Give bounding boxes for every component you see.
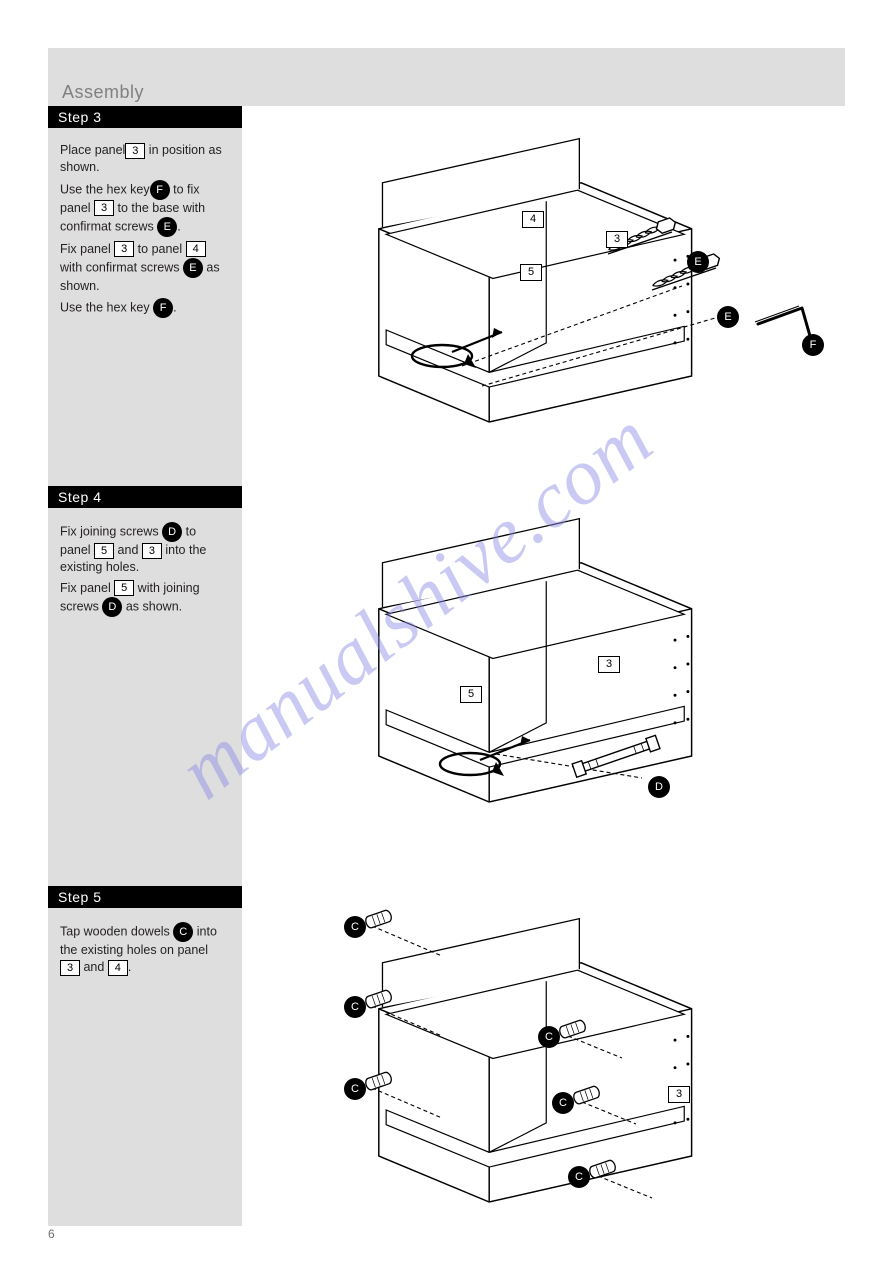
callout-circle: F	[153, 298, 173, 318]
callout-circle: E	[157, 217, 177, 237]
header-bar: Assembly	[48, 48, 845, 106]
step-sidebar: Step 3Place panel3 in position as shown.…	[48, 106, 242, 486]
callout-square: 4	[108, 960, 128, 976]
callout-square: 3	[60, 960, 80, 976]
step-title: Step 3	[48, 106, 242, 128]
diagram-callout-square: 4	[522, 211, 544, 228]
callout-square: 3	[125, 143, 145, 159]
diagram-callout-circle: C	[538, 1026, 560, 1048]
callout-square: 3	[142, 543, 162, 559]
step-sidebar: Step 5Tap wooden dowels C into the exist…	[48, 886, 242, 1226]
diagram-callout-square: 5	[460, 686, 482, 703]
step-row: Step 4Fix joining screws D to panel 5 an…	[48, 486, 845, 886]
callout-circle: D	[102, 597, 122, 617]
callout-circle: E	[183, 258, 203, 278]
diagram-callout-circle: C	[344, 916, 366, 938]
diagram-callout-circle: C	[344, 996, 366, 1018]
callout-square: 3	[114, 241, 134, 257]
diagram-callout-circle: E	[717, 306, 739, 328]
callout-square: 5	[94, 543, 114, 559]
diagram-callout-circle: E	[687, 251, 709, 273]
callout-square: 3	[94, 200, 114, 216]
diagram-callout-square: 3	[668, 1086, 690, 1103]
callout-circle: D	[162, 522, 182, 542]
step-sidebar: Step 4Fix joining screws D to panel 5 an…	[48, 486, 242, 886]
callout-square: 4	[186, 241, 206, 257]
diagram-callout-circle: D	[648, 776, 670, 798]
diagram-callout-square: 5	[520, 264, 542, 281]
callout-circle: F	[150, 180, 170, 200]
diagram-callout-square: 3	[606, 231, 628, 248]
diagram-callout-square: 3	[598, 656, 620, 673]
diagram-callout-circle: F	[802, 334, 824, 356]
step-row: Step 5Tap wooden dowels C into the exist…	[48, 886, 845, 1226]
step-text: Fix joining screws D to panel 5 and 3 in…	[48, 508, 242, 635]
step-diagram: 4 5 3 E E F	[242, 106, 845, 486]
step-text: Place panel3 in position as shown.Use th…	[48, 128, 242, 336]
diagram-callout-circle: C	[344, 1078, 366, 1100]
diagram-callout-circle: C	[568, 1166, 590, 1188]
callout-circle: C	[173, 922, 193, 942]
page-number: 6	[48, 1227, 55, 1241]
step-title: Step 4	[48, 486, 242, 508]
diagram-callout-circle: C	[552, 1092, 574, 1114]
step-text: Tap wooden dowels C into the existing ho…	[48, 908, 242, 994]
step-diagram: 3 C C C C C C	[242, 886, 845, 1226]
step-row: Step 3Place panel3 in position as shown.…	[48, 106, 845, 486]
callout-square: 5	[114, 580, 134, 596]
step-title: Step 5	[48, 886, 242, 908]
page-title: Assembly	[62, 82, 144, 103]
step-diagram: 5 3 D	[242, 486, 845, 886]
